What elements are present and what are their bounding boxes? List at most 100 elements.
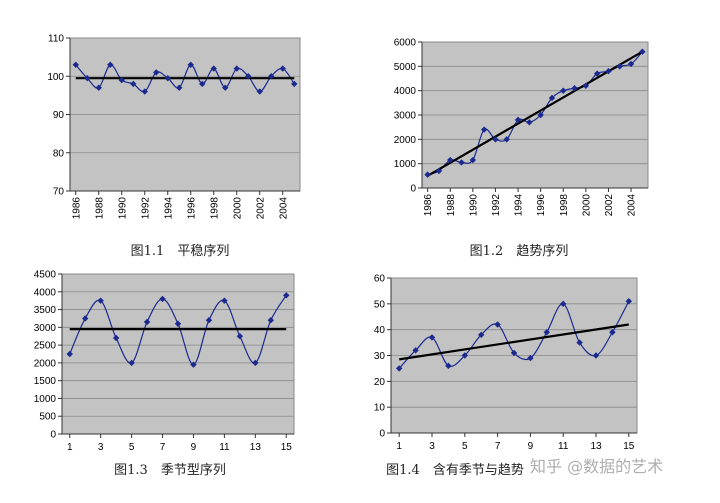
- y-tick-label: 80: [53, 148, 65, 159]
- x-tick-label: 7: [495, 441, 501, 452]
- chart-trend-series: 0 1000 2000 3000 4000 5000 6000 1986 1988 1990 199…: [394, 38, 649, 217]
- x-tick-label: 1: [67, 442, 73, 453]
- data-point: [143, 318, 151, 326]
- data-point: [492, 136, 499, 143]
- chart-stationary-series: 70 80 90 100 110 1986 1988 1990 1992 1994 1996 1998…: [47, 34, 301, 220]
- data-point: [97, 297, 104, 304]
- x-tick-label: 1990: [117, 197, 128, 220]
- y-tick-label: 1000: [394, 159, 417, 170]
- data-point: [176, 84, 183, 91]
- data-point: [236, 333, 244, 340]
- x-tick-label: 2004: [278, 197, 289, 220]
- data-point: [616, 63, 623, 70]
- data-point: [514, 116, 522, 124]
- y-tick-label: 500: [39, 412, 56, 423]
- x-tick-label: 2002: [604, 194, 615, 217]
- y-tick-label: 10: [374, 403, 386, 414]
- data-point: [609, 329, 616, 336]
- data-point: [174, 320, 182, 327]
- x-tick-label: 2000: [232, 197, 243, 220]
- caption-chart-1: 图1.1 平稳序列: [131, 243, 230, 259]
- data-point: [510, 349, 518, 357]
- data-point: [435, 167, 443, 175]
- x-tick-label: 1994: [163, 197, 174, 220]
- y-tick-label: 4500: [34, 270, 57, 281]
- caption-chart-2: 图1.2 趋势序列: [470, 243, 569, 259]
- data-point: [130, 80, 137, 88]
- y-tick-label: 90: [53, 110, 65, 121]
- x-tick-label: 1990: [468, 194, 479, 217]
- data-point: [72, 61, 79, 68]
- x-tick-label: 1996: [186, 197, 197, 220]
- data-point: [424, 171, 431, 178]
- y-tick-label: 100: [47, 72, 64, 83]
- y-tick-label: 1500: [34, 376, 57, 387]
- x-tick-label: 9: [528, 441, 534, 452]
- x-tick-label: 15: [281, 442, 293, 453]
- data-point: [66, 350, 73, 358]
- data-point: [469, 156, 477, 164]
- data-point: [593, 70, 601, 77]
- data-point: [222, 84, 229, 91]
- data-point: [527, 354, 534, 362]
- x-tick-label: 1992: [491, 194, 502, 217]
- y-tick-label: 2000: [394, 135, 417, 146]
- data-point: [494, 321, 501, 328]
- data-point: [412, 347, 419, 354]
- y-tick-label: 2000: [34, 358, 57, 369]
- data-point: [245, 73, 252, 80]
- data-point: [112, 334, 120, 342]
- data-point: [283, 292, 290, 299]
- data-point: [210, 65, 217, 72]
- data-point: [526, 119, 533, 126]
- data-point: [118, 76, 125, 84]
- data-point: [576, 339, 583, 346]
- data-point: [252, 359, 259, 367]
- x-tick-label: 9: [191, 442, 197, 453]
- data-point: [267, 317, 274, 324]
- data-point: [592, 352, 600, 359]
- data-point: [571, 85, 578, 92]
- data-point: [164, 74, 171, 82]
- data-point: [447, 156, 454, 164]
- x-tick-label: 2002: [255, 197, 266, 220]
- x-tick-label: 13: [590, 441, 602, 452]
- x-tick-label: 13: [250, 442, 262, 453]
- x-tick-label: 15: [623, 441, 635, 452]
- y-tick-label: 3500: [34, 305, 57, 316]
- data-point: [153, 69, 160, 76]
- x-tick-label: 11: [558, 441, 569, 452]
- data-point: [445, 362, 452, 370]
- data-point: [256, 88, 263, 95]
- data-point: [428, 334, 436, 341]
- data-point: [205, 317, 213, 324]
- x-tick-label: 1: [396, 441, 402, 452]
- data-point: [639, 48, 646, 55]
- data-point: [199, 80, 206, 88]
- x-tick-label: 1996: [536, 194, 547, 217]
- data-point: [190, 361, 197, 368]
- data-point: [279, 65, 286, 72]
- y-tick-label: 2500: [34, 341, 57, 352]
- y-tick-label: 40: [374, 325, 386, 336]
- y-tick-label: 0: [410, 184, 416, 195]
- data-point: [187, 61, 194, 68]
- x-tick-label: 3: [98, 442, 104, 453]
- data-point: [128, 359, 135, 367]
- x-tick-label: 1986: [423, 194, 434, 217]
- y-tick-label: 50: [374, 299, 386, 310]
- y-tick-label: 0: [379, 429, 385, 440]
- data-point: [396, 365, 403, 372]
- x-tick-label: 1998: [209, 197, 220, 220]
- data-point: [605, 68, 612, 75]
- y-tick-label: 3000: [394, 111, 417, 122]
- y-tick-label: 110: [48, 34, 64, 45]
- data-point: [159, 295, 166, 303]
- data-point: [141, 88, 148, 95]
- data-point: [478, 331, 485, 339]
- data-point: [268, 73, 275, 80]
- y-tick-label: 1000: [34, 394, 57, 405]
- x-tick-label: 2004: [627, 194, 638, 217]
